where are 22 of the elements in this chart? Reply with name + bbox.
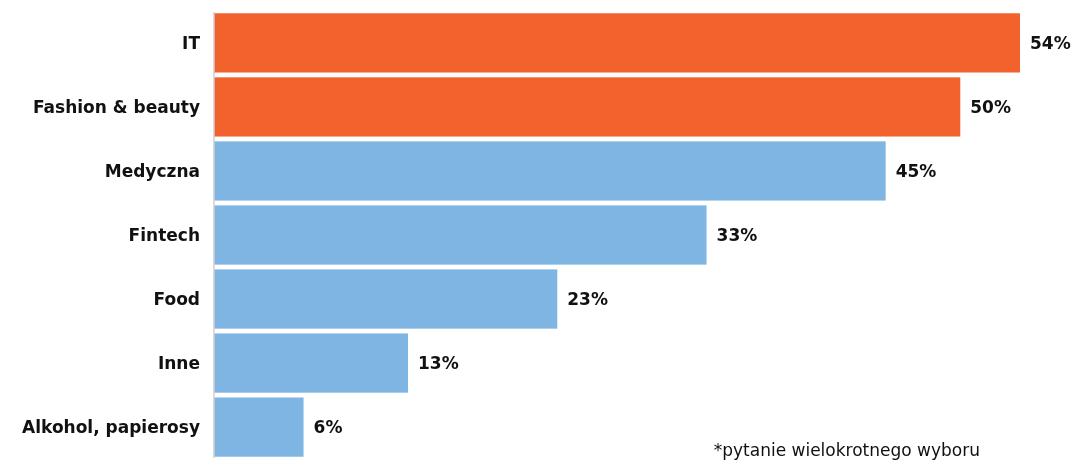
data-label: 54%	[1030, 32, 1071, 53]
y-tick-label: Alkohol, papierosy	[22, 417, 200, 438]
y-tick-label: Medyczna	[104, 160, 200, 181]
data-label: 45%	[895, 160, 937, 181]
y-tick-label: Food	[153, 288, 200, 309]
data-label: 33%	[716, 224, 758, 245]
annotation: *pytanie wielokrotnego wyboru	[713, 440, 980, 460]
data-label: 13%	[418, 353, 459, 374]
bar	[214, 77, 961, 137]
bar	[214, 205, 707, 265]
bar	[214, 333, 409, 393]
bar	[214, 269, 558, 329]
y-tick-label: Fashion & beauty	[32, 96, 200, 117]
data-label: 50%	[970, 96, 1011, 117]
y-tick-label: IT	[182, 32, 201, 53]
data-label: 23%	[567, 288, 608, 309]
bar	[214, 397, 304, 457]
bar	[214, 141, 886, 201]
data-label: 6%	[313, 417, 343, 438]
bar	[214, 13, 1020, 73]
y-tick-label: Fintech	[128, 224, 200, 245]
y-tick-label: Inne	[157, 353, 200, 374]
